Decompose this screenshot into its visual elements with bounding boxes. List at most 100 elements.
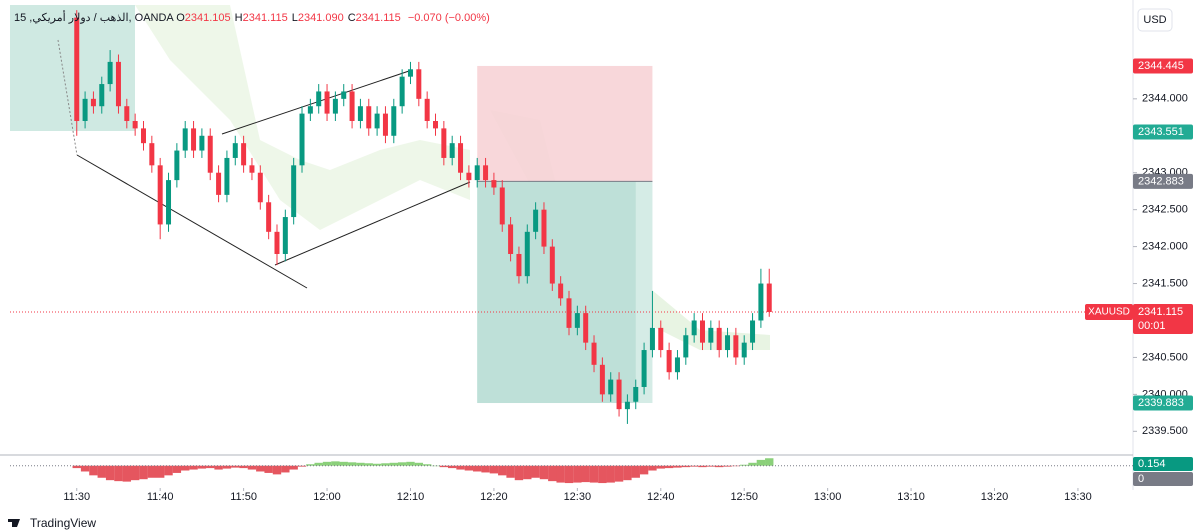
- candle-body: [766, 283, 772, 312]
- candle-body: [349, 91, 355, 121]
- x-tick-label: 12:40: [647, 491, 675, 503]
- candle: [499, 180, 505, 232]
- oscillator-bar: [748, 462, 757, 466]
- candle-body: [491, 180, 497, 188]
- trend-line: [76, 154, 308, 289]
- oscillator-bar: [447, 465, 457, 469]
- oscillator-bar: [765, 458, 774, 466]
- candle-body: [99, 84, 105, 107]
- candle-body: [558, 283, 564, 299]
- oscillator-bar: [740, 464, 749, 466]
- candle-body: [683, 335, 689, 358]
- candle: [216, 165, 222, 203]
- brand-text: TradingView: [30, 516, 96, 530]
- candle: [257, 165, 263, 210]
- candle-body: [291, 165, 297, 218]
- candle-body: [191, 128, 197, 151]
- candle: [282, 209, 288, 262]
- cloud: [135, 5, 470, 230]
- oscillator-bar: [381, 463, 390, 466]
- y-tick-label: 2340.500: [1142, 351, 1188, 363]
- candle-body: [266, 202, 272, 232]
- candle: [683, 327, 689, 365]
- candle: [291, 157, 297, 225]
- oscillator-bar: [147, 465, 157, 478]
- candle-body: [307, 106, 313, 114]
- candle: [207, 128, 213, 181]
- candle: [341, 84, 347, 107]
- oscillator-bar: [664, 465, 674, 469]
- oscillator-bar: [556, 465, 565, 483]
- y-tick-label: 2342.500: [1142, 204, 1188, 216]
- candle: [407, 61, 413, 85]
- oscillator-bar: [247, 465, 257, 470]
- oscillator-bar: [155, 465, 165, 478]
- candle-body: [633, 386, 639, 402]
- candle: [357, 98, 363, 129]
- oscillator-bar: [372, 463, 382, 466]
- oscillator-bar: [631, 465, 640, 478]
- oscillator-bar: [347, 462, 357, 466]
- candle: [157, 157, 163, 240]
- candle: [658, 320, 664, 358]
- trend-line: [57, 39, 78, 156]
- candle: [349, 84, 355, 129]
- oscillator-bar: [564, 465, 574, 484]
- oscillator-bar: [297, 465, 307, 467]
- candle-body: [533, 209, 539, 232]
- candle: [307, 98, 313, 121]
- candle-body: [574, 313, 580, 328]
- trend-line: [274, 181, 471, 266]
- price-label: 2339.883: [1138, 397, 1184, 409]
- candle: [641, 342, 647, 395]
- y-tick-label: 2341.500: [1142, 277, 1188, 289]
- currency-button[interactable]: [1137, 8, 1173, 32]
- symbol-label-box: [1085, 303, 1133, 320]
- candle: [725, 327, 731, 358]
- candle: [324, 84, 330, 121]
- oscillator-bar: [72, 465, 81, 469]
- oscillator-bar: [489, 465, 499, 474]
- candle: [549, 239, 555, 291]
- oscillator-bar: [289, 465, 298, 470]
- candle: [424, 91, 430, 129]
- candle: [166, 172, 172, 232]
- candle: [558, 276, 564, 306]
- candle-body: [608, 379, 614, 395]
- oscillator-bar: [523, 465, 532, 480]
- candle: [366, 98, 372, 136]
- oscillator-bar: [239, 465, 248, 469]
- price-label: 2344.445: [1138, 60, 1184, 72]
- candle: [733, 327, 739, 365]
- ohlc-label: L: [291, 12, 298, 24]
- candle: [441, 120, 447, 166]
- candle: [433, 113, 439, 136]
- oscillator-bar: [473, 465, 482, 472]
- ohlc-value: 2341.115: [242, 12, 288, 24]
- oscillator-bar: [272, 465, 282, 475]
- symbol: الذهب / دولار أمريكي: [32, 12, 129, 24]
- candle-body: [115, 61, 121, 107]
- candle-body: [166, 180, 172, 225]
- oscillator-bar: [322, 461, 332, 466]
- candle: [107, 50, 113, 92]
- candle-body: [599, 364, 605, 395]
- x-tick-label: 12:50: [730, 491, 758, 503]
- exchange: OANDA: [134, 12, 174, 24]
- candle: [241, 135, 247, 173]
- candle-body: [508, 224, 514, 254]
- oscillator-bar: [439, 465, 449, 468]
- price-label-box: [1133, 173, 1193, 189]
- oscillator-bar: [406, 461, 415, 466]
- x-tick-label: 12:30: [564, 491, 592, 503]
- oscillator-bar: [356, 462, 365, 466]
- ohlc: O2341.105 H2341.115 L2341.090 C2341.115: [176, 12, 405, 24]
- candle-body: [282, 217, 288, 254]
- candle-body: [399, 76, 405, 107]
- oscillator-bar: [422, 464, 432, 466]
- candle-body: [716, 327, 722, 351]
- candle: [483, 157, 489, 188]
- oscillator-bar: [314, 462, 323, 466]
- candle: [140, 120, 146, 151]
